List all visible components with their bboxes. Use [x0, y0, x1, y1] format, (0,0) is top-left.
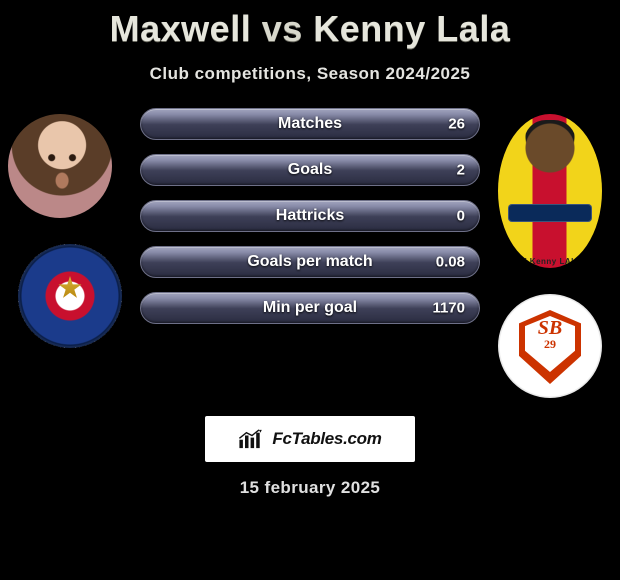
player2-club-logo: SB 29 [498, 294, 602, 398]
stat-label: Hattricks [276, 207, 344, 225]
comparison-card: Maxwell vs Kenny Lala Club competitions,… [0, 0, 620, 580]
stat-right-value: 0.08 [436, 254, 465, 271]
stat-label: Matches [278, 115, 342, 133]
stat-right-value: 2 [457, 162, 465, 179]
subtitle: Club competitions, Season 2024/2025 [0, 64, 620, 84]
player2-name: Kenny Lala [313, 8, 510, 49]
stat-bar-goals-per-match: Goals per match 0.08 [140, 246, 480, 278]
chart-icon [238, 428, 266, 450]
comparison-area: 27 Kenny LALA SB 29 Matches 26 Goals 2 H… [0, 114, 620, 394]
stat-bar-hattricks: Hattricks 0 [140, 200, 480, 232]
stat-bars: Matches 26 Goals 2 Hattricks 0 Goals per… [140, 108, 480, 338]
stat-label: Min per goal [263, 299, 357, 317]
vs-separator: vs [262, 8, 303, 49]
club-crest-number: 29 [498, 338, 602, 350]
player1-club-logo [18, 244, 122, 348]
player1-avatar [8, 114, 112, 218]
stat-label: Goals [288, 161, 332, 179]
page-title: Maxwell vs Kenny Lala [0, 8, 620, 50]
stat-bar-goals: Goals 2 [140, 154, 480, 186]
stat-right-value: 26 [448, 116, 465, 133]
brand-logo: FcTables.com [205, 416, 415, 462]
stat-right-value: 1170 [432, 300, 465, 317]
player2-avatar: 27 Kenny LALA [498, 114, 602, 268]
player1-name: Maxwell [110, 8, 252, 49]
brand-name: FcTables.com [272, 429, 381, 449]
date: 15 february 2025 [0, 478, 620, 498]
club-crest-initials: SB [498, 318, 602, 338]
stat-bar-matches: Matches 26 [140, 108, 480, 140]
stat-label: Goals per match [247, 253, 372, 271]
player2-caption: 27 Kenny LALA [498, 257, 602, 266]
stat-right-value: 0 [457, 208, 465, 225]
stat-bar-min-per-goal: Min per goal 1170 [140, 292, 480, 324]
